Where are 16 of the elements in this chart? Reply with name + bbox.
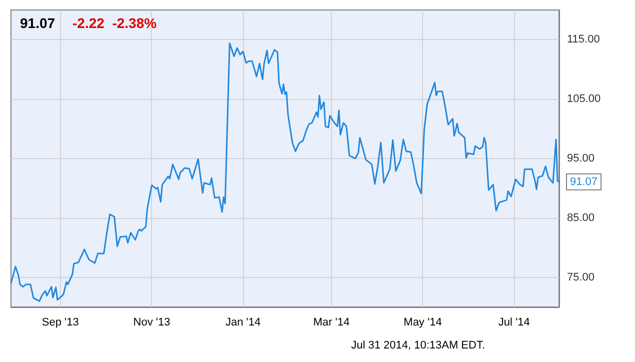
x-tick-label: Jan '14 — [226, 316, 261, 328]
y-tick-label: 115.00 — [567, 34, 600, 46]
annotation: 91.07 — [570, 176, 598, 188]
chart-title: 91.07 — [20, 15, 56, 31]
x-tick-label: May '14 — [404, 316, 442, 328]
x-tick-label: Mar '14 — [313, 316, 350, 328]
y-tick-label: 95.00 — [567, 152, 595, 164]
line-series — [10, 42, 560, 302]
y-tick-label: 75.00 — [567, 271, 595, 284]
chart-subtitle: -2.22 -2.38% — [72, 15, 158, 31]
text: Jul 31 2014, 10:13AM EDT. — [351, 340, 486, 352]
x-tick-label: Sep '13 — [42, 316, 79, 328]
x-tick-label: Jul '14 — [498, 316, 530, 328]
x-tick-label: Nov '13 — [133, 316, 170, 328]
y-tick-label: 85.00 — [567, 212, 595, 224]
y-tick-label: 105.00 — [567, 93, 601, 106]
